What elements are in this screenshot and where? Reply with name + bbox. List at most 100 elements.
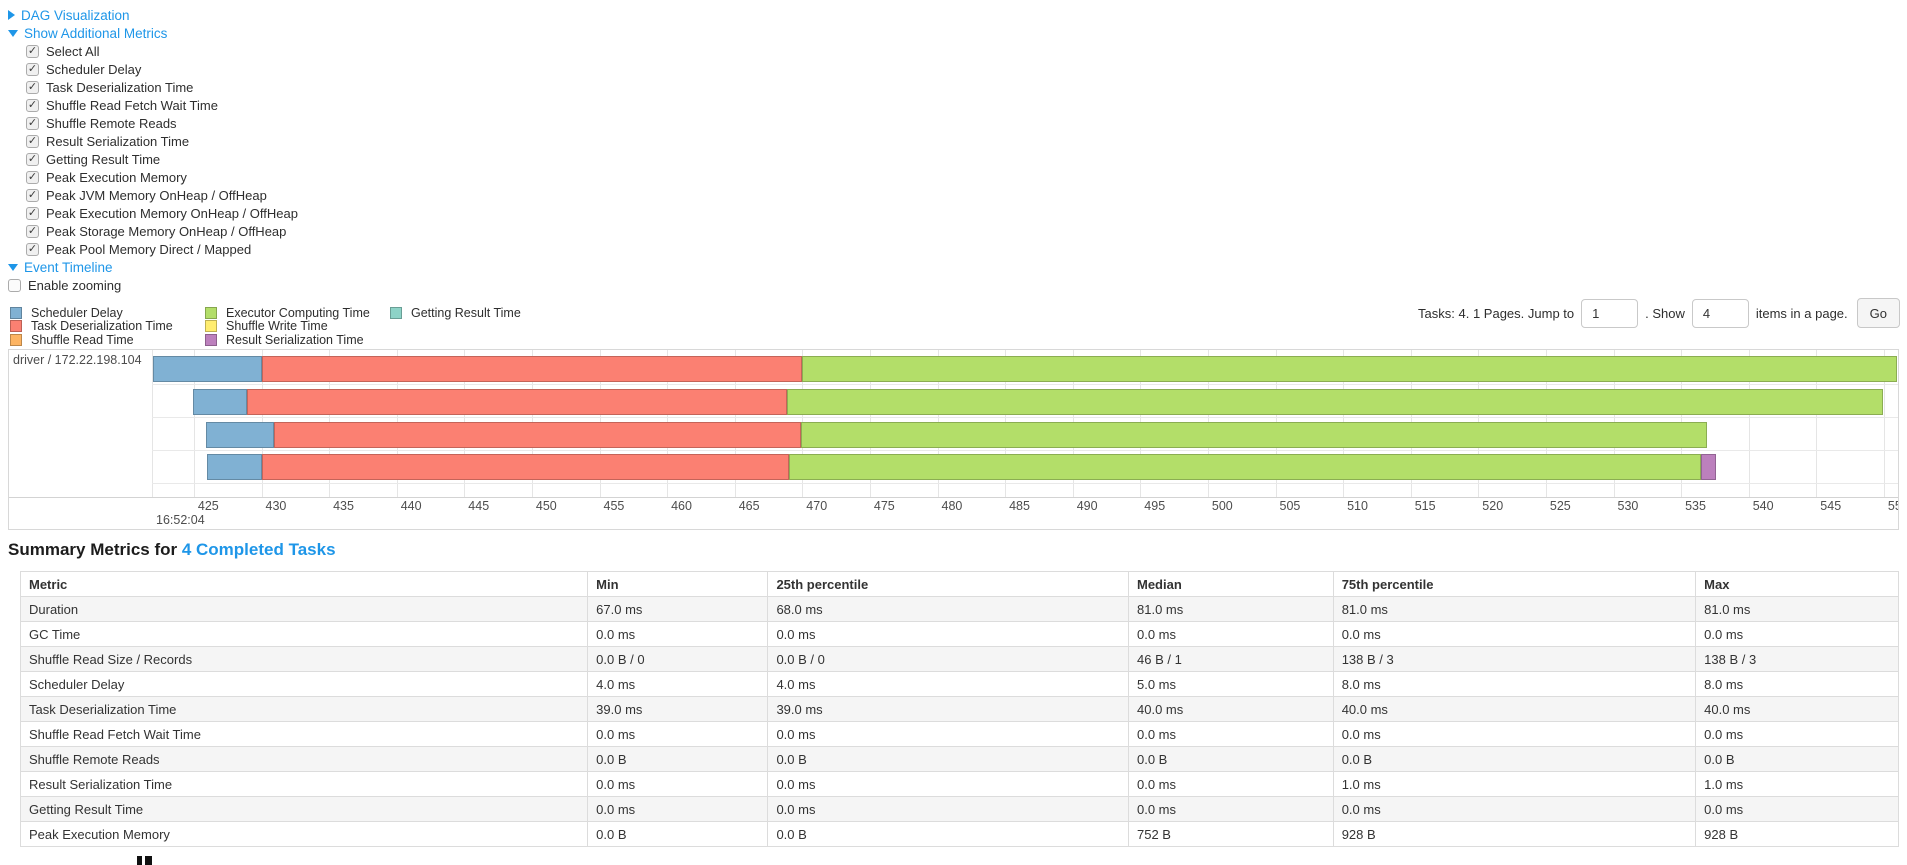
summary-metric-name: Shuffle Read Fetch Wait Time [19, 721, 589, 747]
metric-checkbox[interactable]: ✓ [26, 116, 39, 130]
metric-checkbox-label: Peak Storage Memory OnHeap / OffHeap [46, 223, 287, 239]
summary-metric-value: 46 B / 1 [1128, 646, 1334, 672]
summary-metric-value: 67.0 ms [587, 596, 769, 622]
axis-tick-label: 440 [400, 499, 422, 513]
go-button[interactable]: Go [1856, 298, 1900, 328]
jump-to-page-input[interactable] [1581, 298, 1639, 328]
summary-metric-value: 81.0 ms [1332, 596, 1697, 622]
legend-label: Getting Result Time [411, 305, 521, 320]
summary-table-row: Scheduler Delay 4.0 ms 4.0 ms 5.0 ms 8.0 ms 8… [19, 671, 1899, 697]
summary-metric-value: 40.0 ms [1332, 696, 1697, 722]
metric-checkbox-row: ✓ Shuffle Read Fetch Wait Time [8, 96, 298, 114]
event-timeline-toggle[interactable]: Event Timeline [8, 258, 298, 276]
timeline-gridline [193, 350, 195, 497]
summary-metric-value: 0.0 B / 0 [767, 646, 1129, 672]
dag-visualization-toggle[interactable]: DAG Visualization [8, 6, 298, 24]
completed-tasks-link[interactable]: 4 Completed Tasks [181, 540, 336, 559]
axis-tick-label: 530 [1617, 499, 1639, 513]
summary-table-row: Shuffle Remote Reads 0.0 B 0.0 B 0.0 B 0.0 B… [19, 746, 1899, 772]
summary-metric-value: 928 B [1695, 821, 1899, 847]
summary-table-row: Result Serialization Time 0.0 ms 0.0 ms 0.0… [19, 771, 1899, 797]
axis-major-time-label: 16:52:04 [156, 513, 205, 527]
tasks-count-text: Tasks: 4. 1 Pages. Jump to [1418, 305, 1575, 321]
metric-checkbox[interactable]: ✓ [26, 206, 39, 220]
task-bar-segment-task-deserialization[interactable] [273, 422, 801, 448]
axis-tick-label: 485 [1009, 499, 1030, 513]
task-bar-segment-task-deserialization[interactable] [261, 356, 803, 382]
summary-metric-name: Shuffle Read Size / Records [19, 646, 589, 672]
summary-metric-name: Duration [19, 596, 589, 622]
axis-tick-label: 500 [1211, 499, 1233, 513]
summary-metric-name: Scheduler Delay [19, 671, 589, 697]
legend-swatch [205, 320, 217, 333]
summary-metric-value: 0.0 ms [1128, 721, 1334, 747]
timeline-row-divider [152, 483, 1898, 484]
axis-tick-label: 550 [1887, 499, 1898, 513]
items-per-page-input[interactable] [1691, 298, 1749, 328]
enable-zooming-label: Enable zooming [28, 277, 122, 293]
summary-metric-value: 0.0 ms [587, 721, 769, 747]
axis-tick-label: 520 [1482, 499, 1504, 513]
task-bar-segment-result-serialization[interactable] [1701, 454, 1717, 480]
chevron-down-icon [8, 29, 18, 37]
metric-checkbox[interactable]: ✓ [26, 170, 39, 184]
summary-metric-value: 40.0 ms [1128, 696, 1334, 722]
axis-tick-label: 435 [333, 499, 354, 513]
summary-metric-value: 39.0 ms [767, 696, 1129, 722]
legend-item: Result Serialization Time [205, 333, 390, 347]
axis-tick-label: 475 [873, 499, 895, 513]
task-bar-segment-scheduler-delay[interactable] [207, 454, 262, 480]
metric-checkbox[interactable]: ✓ [26, 134, 39, 148]
task-bar-segment-executor-computing[interactable] [787, 389, 1883, 415]
legend-label: Shuffle Write Time [226, 319, 328, 334]
summary-metric-value: 138 B / 3 [1332, 646, 1697, 672]
metric-checkbox[interactable]: ✓ [26, 98, 39, 112]
task-bar-segment-executor-computing[interactable] [800, 422, 1707, 448]
axis-tick-label: 430 [265, 499, 287, 513]
stage-page-controls: DAG Visualization Show Additional Metric… [8, 6, 298, 294]
task-bar-segment-scheduler-delay[interactable] [192, 389, 247, 415]
legend-label: Executor Computing Time [226, 305, 370, 320]
metric-checkbox[interactable]: ✓ [26, 224, 39, 238]
summary-metric-value: 39.0 ms [587, 696, 769, 722]
task-bar-segment-scheduler-delay[interactable] [153, 356, 262, 382]
summary-metric-value: 0.0 ms [1332, 621, 1697, 647]
legend-label: Shuffle Read Time [31, 332, 134, 347]
metric-checkbox-row: ✓ Peak Storage Memory OnHeap / OffHeap [8, 222, 298, 240]
metric-checkbox[interactable]: ✓ [26, 62, 39, 76]
metric-checkbox[interactable]: ✓ [26, 242, 39, 256]
metric-checkbox[interactable]: ✓ [26, 44, 39, 58]
legend-column: Getting Result Time [390, 306, 521, 347]
enable-zooming-checkbox[interactable] [8, 278, 21, 292]
summary-table-row: Shuffle Read Size / Records 0.0 B / 0 0.0 … [19, 646, 1899, 672]
metric-checkbox-label: Scheduler Delay [46, 61, 142, 77]
summary-metric-value: 0.0 B [1128, 746, 1334, 772]
timeline-gridline [1748, 350, 1750, 497]
summary-metric-value: 0.0 ms [1695, 796, 1899, 822]
task-bar-segment-executor-computing[interactable] [802, 356, 1898, 382]
metric-checkbox-row: ✓ Peak Execution Memory OnHeap / OffHeap [8, 204, 298, 222]
metric-checkbox[interactable]: ✓ [26, 80, 39, 94]
metric-checkbox[interactable]: ✓ [26, 188, 39, 202]
summary-metric-value: 0.0 ms [1128, 621, 1334, 647]
metric-checkbox-row: ✓ Peak Pool Memory Direct / Mapped [8, 240, 298, 258]
metric-checkbox-row: ✓ Scheduler Delay [8, 60, 298, 78]
axis-tick-label: 470 [806, 499, 828, 513]
clipped-bottom-fragment [137, 856, 155, 865]
legend-swatch [10, 306, 22, 319]
task-bar-segment-task-deserialization[interactable] [261, 454, 789, 480]
show-additional-metrics-toggle[interactable]: Show Additional Metrics [8, 24, 298, 42]
summary-metric-value: 0.0 B [587, 746, 769, 772]
task-bar-segment-executor-computing[interactable] [788, 454, 1702, 480]
metric-checkbox[interactable]: ✓ [26, 152, 39, 166]
summary-column-header: 25th percentile [767, 571, 1129, 597]
summary-metric-value: 138 B / 3 [1695, 646, 1899, 672]
task-bar-segment-scheduler-delay[interactable] [206, 422, 274, 448]
summary-metric-value: 0.0 ms [767, 796, 1129, 822]
timeline-row-divider [152, 450, 1898, 451]
task-bar-segment-task-deserialization[interactable] [246, 389, 788, 415]
axis-tick-label: 465 [738, 499, 760, 513]
summary-metric-value: 0.0 ms [587, 796, 769, 822]
summary-metric-value: 4.0 ms [767, 671, 1129, 697]
legend-label: Task Deserialization Time [31, 319, 173, 334]
